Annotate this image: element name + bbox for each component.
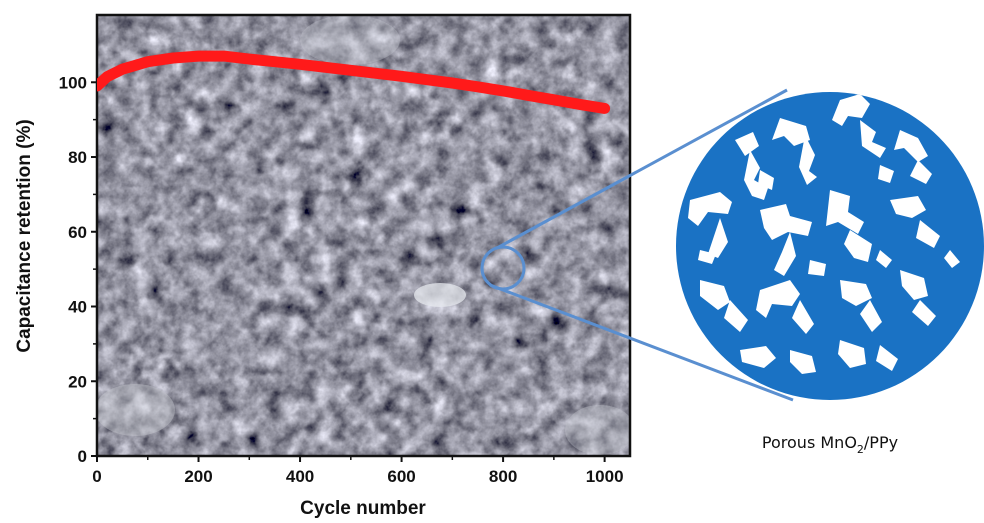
x-tick-label: 400 — [286, 467, 314, 486]
retention-series-line — [97, 50, 611, 114]
retention-data-point — [168, 52, 179, 63]
y-axis-ticks: 0 20 40 60 80 100 — [59, 73, 97, 466]
x-axis-ticks: 0 200 400 600 800 1000 — [92, 456, 624, 486]
x-tick-label: 1000 — [586, 467, 624, 486]
sem-micrograph — [97, 15, 630, 456]
inset-caption-subscript: 2 — [857, 443, 864, 456]
retention-data-point — [523, 90, 534, 101]
plot-frame — [95, 13, 632, 458]
retention-data-point — [498, 85, 509, 96]
y-tick-label: 20 — [68, 372, 87, 391]
y-axis-title: Capacitance retention (%) — [14, 119, 35, 352]
retention-data-point — [117, 64, 128, 75]
x-tick-label: 0 — [92, 467, 101, 486]
retention-data-point — [269, 56, 280, 67]
retention-data-point — [193, 51, 204, 62]
retention-data-point — [244, 54, 255, 65]
retention-data-point — [97, 81, 102, 92]
x-tick-label: 200 — [184, 467, 212, 486]
y-tick-label: 80 — [68, 148, 87, 167]
retention-data-point — [102, 71, 113, 82]
inset-caption-suffix: /PPy — [864, 433, 898, 452]
inset-caption-prefix: Porous MnO — [762, 433, 857, 452]
series-layer — [97, 50, 611, 114]
retention-data-point — [599, 103, 610, 114]
retention-data-point — [371, 68, 382, 79]
y-tick-label: 40 — [68, 298, 87, 317]
retention-data-point — [447, 78, 458, 89]
pore-network — [688, 94, 960, 374]
porous-structure-inset — [676, 92, 984, 400]
retention-data-point — [472, 81, 483, 92]
retention-data-point — [548, 94, 559, 105]
retention-data-point — [142, 56, 153, 67]
y-tick-label: 60 — [68, 223, 87, 242]
connector-line-bottom — [489, 283, 794, 402]
retention-data-point — [421, 74, 432, 85]
x-tick-label: 800 — [489, 467, 517, 486]
x-axis-title: Cycle number — [300, 498, 426, 519]
retention-data-point — [218, 51, 229, 62]
y-tick-label: 0 — [78, 447, 87, 466]
retention-data-point — [345, 65, 356, 76]
y-tick-label: 100 — [59, 73, 87, 92]
retention-data-point — [574, 99, 585, 110]
x-tick-label: 600 — [387, 467, 415, 486]
inset-caption: Porous MnO2/PPy — [762, 433, 898, 456]
retention-data-point — [295, 59, 306, 70]
connector-line-top — [496, 88, 788, 250]
retention-data-point — [396, 71, 407, 82]
retention-data-point — [320, 62, 331, 73]
